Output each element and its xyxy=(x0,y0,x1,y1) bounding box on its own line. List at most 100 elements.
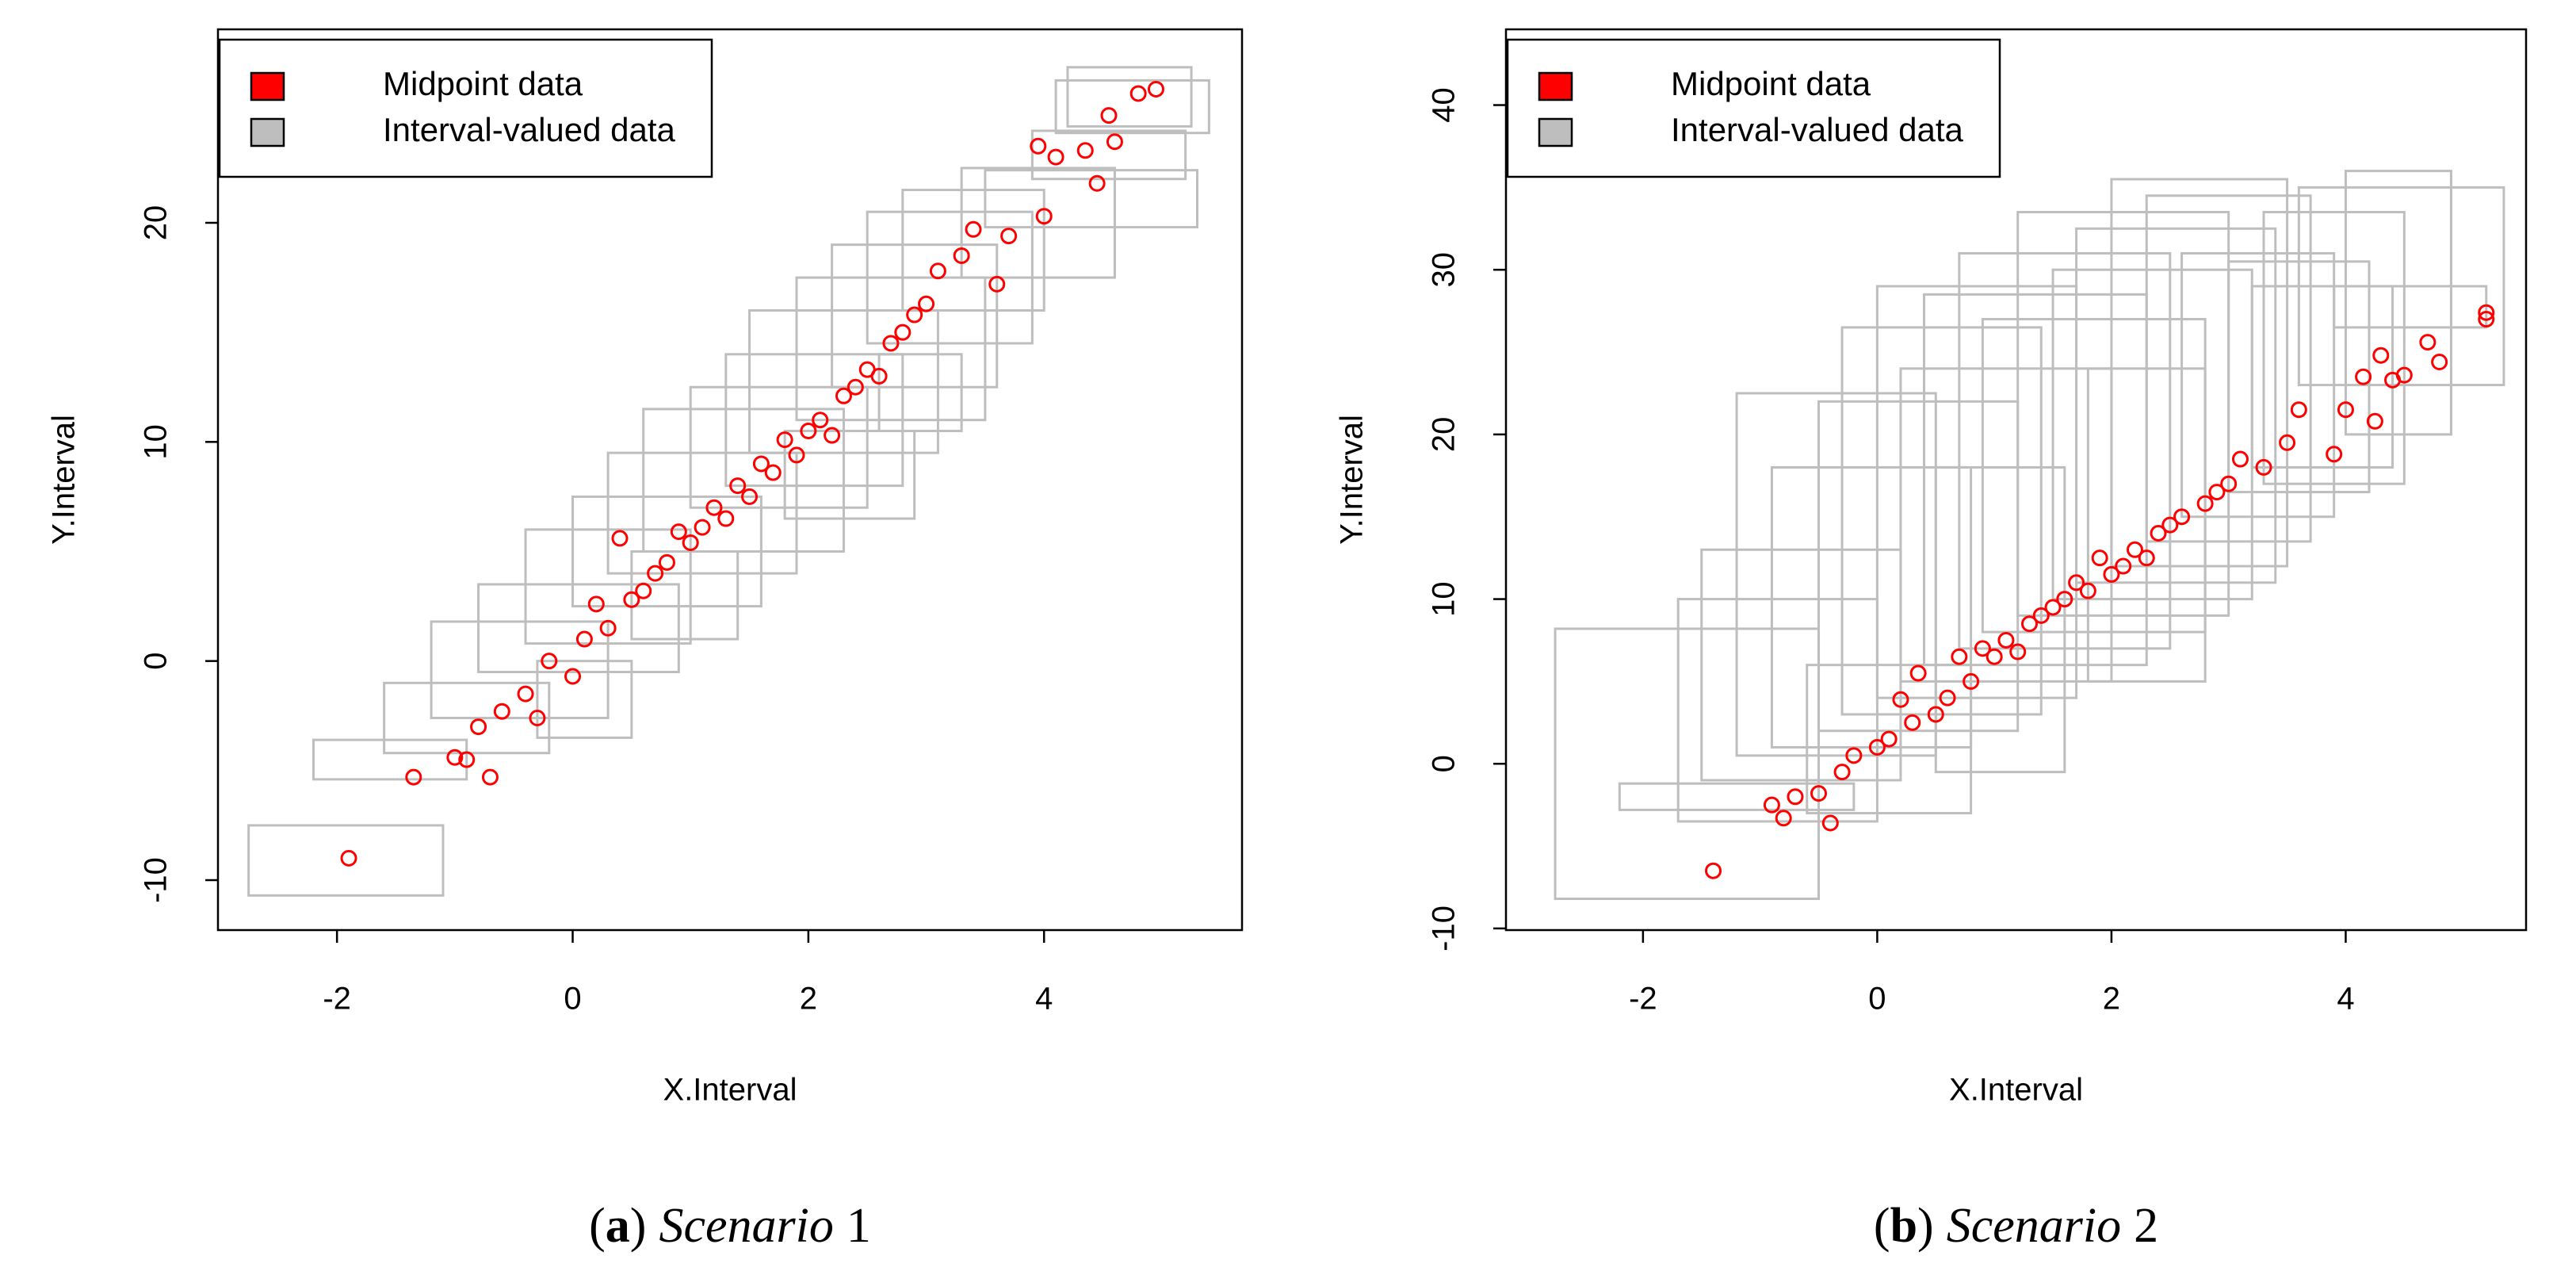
y-tick-label: 10 xyxy=(1427,581,1462,617)
interval-box xyxy=(984,169,1199,229)
midpoint xyxy=(694,519,711,536)
y-tick-label: 20 xyxy=(139,205,174,241)
midpoint xyxy=(1076,142,1094,159)
caption-part: a xyxy=(606,1199,630,1253)
midpoint xyxy=(835,387,852,404)
y-tick-label: 30 xyxy=(1427,252,1462,288)
interval-box xyxy=(630,549,740,641)
legend-box xyxy=(1506,38,2001,178)
caption-part: b xyxy=(1890,1199,1917,1253)
midpoint xyxy=(1880,730,1898,748)
midpoint xyxy=(894,324,912,341)
caption-part: 2 xyxy=(2134,1199,2158,1253)
interval-box xyxy=(1923,293,2148,667)
midpoint xyxy=(1775,810,1792,827)
midpoint xyxy=(2009,643,2027,660)
midpoint xyxy=(1106,133,1123,151)
legend-swatch xyxy=(250,117,285,147)
midpoint xyxy=(2115,557,2132,575)
midpoint xyxy=(847,378,864,396)
midpoint xyxy=(2079,582,2096,599)
interval-box xyxy=(1899,367,2113,683)
midpoint xyxy=(752,455,770,473)
interval-box xyxy=(1554,627,1821,901)
interval-box xyxy=(1770,465,1973,749)
midpoint xyxy=(493,703,510,720)
midpoint xyxy=(682,534,699,551)
midpoint xyxy=(1833,764,1851,781)
midpoint xyxy=(2126,541,2143,558)
midpoint xyxy=(2255,458,2272,476)
interval-box xyxy=(689,385,869,509)
legend-label: Midpoint data xyxy=(1671,65,1871,102)
midpoint xyxy=(2419,334,2436,351)
midpoint xyxy=(458,751,476,768)
midpoint xyxy=(2208,484,2226,501)
caption-part: Scenario xyxy=(659,1199,833,1253)
caption: (a) Scenario 1 xyxy=(589,1199,871,1253)
midpoint xyxy=(988,275,1006,293)
midpoint xyxy=(2279,434,2296,451)
interval-box xyxy=(311,738,468,781)
x-tick-label: 0 xyxy=(564,982,581,1017)
plot-frame xyxy=(216,28,1244,932)
midpoint xyxy=(918,295,935,312)
midpoint xyxy=(470,718,487,736)
midpoint xyxy=(2290,401,2307,419)
caption-part: ( xyxy=(1874,1199,1890,1253)
midpoint xyxy=(929,262,946,280)
midpoint xyxy=(1974,640,1991,657)
midpoint xyxy=(564,668,582,685)
midpoint xyxy=(1129,85,1147,102)
plot-area xyxy=(1554,170,2505,901)
midpoint xyxy=(2478,304,2495,321)
x-tick-label: 4 xyxy=(2337,982,2354,1017)
y-tick-label: 0 xyxy=(1427,755,1462,772)
x-tick-label: 2 xyxy=(800,982,817,1017)
interval-box xyxy=(1934,465,2066,774)
midpoint xyxy=(481,768,499,786)
midpoint xyxy=(1939,689,1956,706)
interval-box xyxy=(748,309,939,454)
midpoint xyxy=(2326,446,2343,463)
midpoint xyxy=(1909,664,1927,682)
midpoint xyxy=(1030,137,1047,155)
midpoint xyxy=(2020,615,2038,633)
midpoint xyxy=(517,685,534,703)
midpoint xyxy=(1705,862,1722,879)
legend-label: Interval-valued data xyxy=(1671,111,1964,148)
caption-part: ) xyxy=(1917,1199,1934,1253)
interval-box xyxy=(2086,367,2207,683)
caption-part: ( xyxy=(589,1199,606,1253)
plot-frame xyxy=(1504,28,2528,932)
caption: (b) Scenario 2 xyxy=(1874,1199,2158,1253)
midpoint xyxy=(965,220,982,238)
x-axis-label: X.Interval xyxy=(1949,1073,2083,1108)
legend-label: Interval-valued data xyxy=(383,111,676,148)
interval-box xyxy=(2344,170,2452,436)
midpoint xyxy=(2231,450,2249,468)
midpoint xyxy=(2337,401,2354,419)
interval-box xyxy=(2110,178,2289,568)
interval-box xyxy=(1676,598,1878,823)
y-tick-label: 10 xyxy=(139,424,174,460)
midpoint xyxy=(405,768,422,786)
midpoint xyxy=(2161,516,2179,534)
x-tick-label: 4 xyxy=(1035,982,1053,1017)
interval-box xyxy=(536,660,633,739)
midpoint xyxy=(1147,80,1164,98)
interval-box xyxy=(1806,664,1973,815)
x-tick-label: 0 xyxy=(1868,982,1886,1017)
y-tick-label: -10 xyxy=(139,857,174,903)
midpoint xyxy=(575,630,593,648)
legend: Midpoint data Interval-valued data xyxy=(1506,38,2001,178)
midpoint xyxy=(1810,785,1828,802)
midpoint xyxy=(670,523,687,541)
interval-box xyxy=(430,620,610,720)
midpoint xyxy=(340,849,357,867)
interval-box xyxy=(2075,227,2277,584)
interval-box xyxy=(642,408,845,553)
midpoint xyxy=(2056,591,2073,608)
midpoint xyxy=(2044,599,2062,616)
